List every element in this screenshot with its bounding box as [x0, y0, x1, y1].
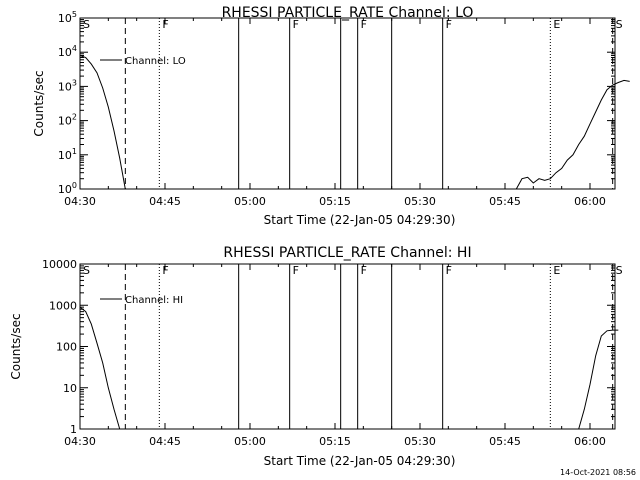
y-tick-label: 100	[56, 341, 77, 354]
x-axis-label: Start Time (22-Jan-05 04:29:30)	[264, 454, 456, 468]
legend-label: Channel: LO	[125, 56, 186, 67]
x-tick-label: 05:30	[404, 195, 436, 208]
y-tick-label: 100	[58, 181, 77, 196]
event-marker-label: E	[553, 18, 560, 31]
x-tick-label: 05:45	[489, 435, 521, 448]
footer-timestamp: 14-Oct-2021 08:56	[560, 468, 636, 477]
series-line	[79, 55, 126, 190]
x-tick-label: 05:30	[404, 435, 436, 448]
y-axis-label: Counts/sec	[9, 313, 23, 379]
plot-frame	[79, 263, 616, 430]
y-tick-label: 10	[63, 382, 77, 395]
event-marker-label: F	[446, 18, 452, 31]
x-tick-label: 04:45	[149, 435, 181, 448]
event-marker-label: F	[162, 264, 168, 277]
event-marker-label: F	[361, 264, 367, 277]
legend-label: Channel: HI	[125, 295, 183, 306]
x-tick-label: 06:00	[574, 435, 606, 448]
y-tick-label: 10000	[42, 258, 77, 271]
chart-title: RHESSI PARTICLE_RATE Channel: HI	[223, 245, 471, 261]
y-tick-label: 105	[58, 10, 77, 25]
chart-panel-lo: RHESSI PARTICLE_RATE Channel: LO S F F F F E S 0…	[32, 5, 630, 227]
y-tick-label: 103	[58, 78, 77, 93]
y-axis-label: Counts/sec	[32, 70, 46, 136]
x-tick-label: 05:00	[234, 435, 266, 448]
x-tick-label: 06:00	[574, 195, 606, 208]
event-marker-label: F	[162, 18, 168, 31]
event-marker-label: S	[83, 264, 90, 277]
x-tick-label: 05:15	[319, 435, 351, 448]
x-tick-label: 04:30	[64, 195, 96, 208]
y-tick-label: 101	[58, 147, 77, 162]
event-marker-label: S	[616, 18, 623, 31]
x-tick-label: 04:45	[149, 195, 181, 208]
plot-frame	[79, 17, 616, 190]
x-tick-label: 05:00	[234, 195, 266, 208]
series-line	[515, 79, 630, 190]
event-marker-label: F	[361, 18, 367, 31]
y-tick-label: 1	[70, 423, 77, 436]
x-tick-label: 05:45	[489, 195, 521, 208]
x-tick-label: 05:15	[319, 195, 351, 208]
y-tick-label: 104	[58, 44, 77, 59]
series-line	[79, 306, 121, 430]
y-tick-label: 1000	[49, 299, 77, 312]
series-line	[578, 329, 619, 430]
x-tick-label: 04:30	[64, 435, 96, 448]
chart-panel-hi: RHESSI PARTICLE_RATE Channel: HI S F F F F E S 0…	[9, 245, 623, 468]
event-marker-label: S	[83, 18, 90, 31]
y-tick-label: 102	[58, 113, 77, 128]
chart-title: RHESSI PARTICLE_RATE Channel: LO	[222, 5, 474, 21]
event-marker-label: E	[553, 264, 560, 277]
event-marker-label: F	[446, 264, 452, 277]
event-marker-label: F	[293, 18, 299, 31]
x-axis-label: Start Time (22-Jan-05 04:29:30)	[264, 213, 456, 227]
event-marker-label: F	[293, 264, 299, 277]
event-marker-label: S	[616, 264, 623, 277]
